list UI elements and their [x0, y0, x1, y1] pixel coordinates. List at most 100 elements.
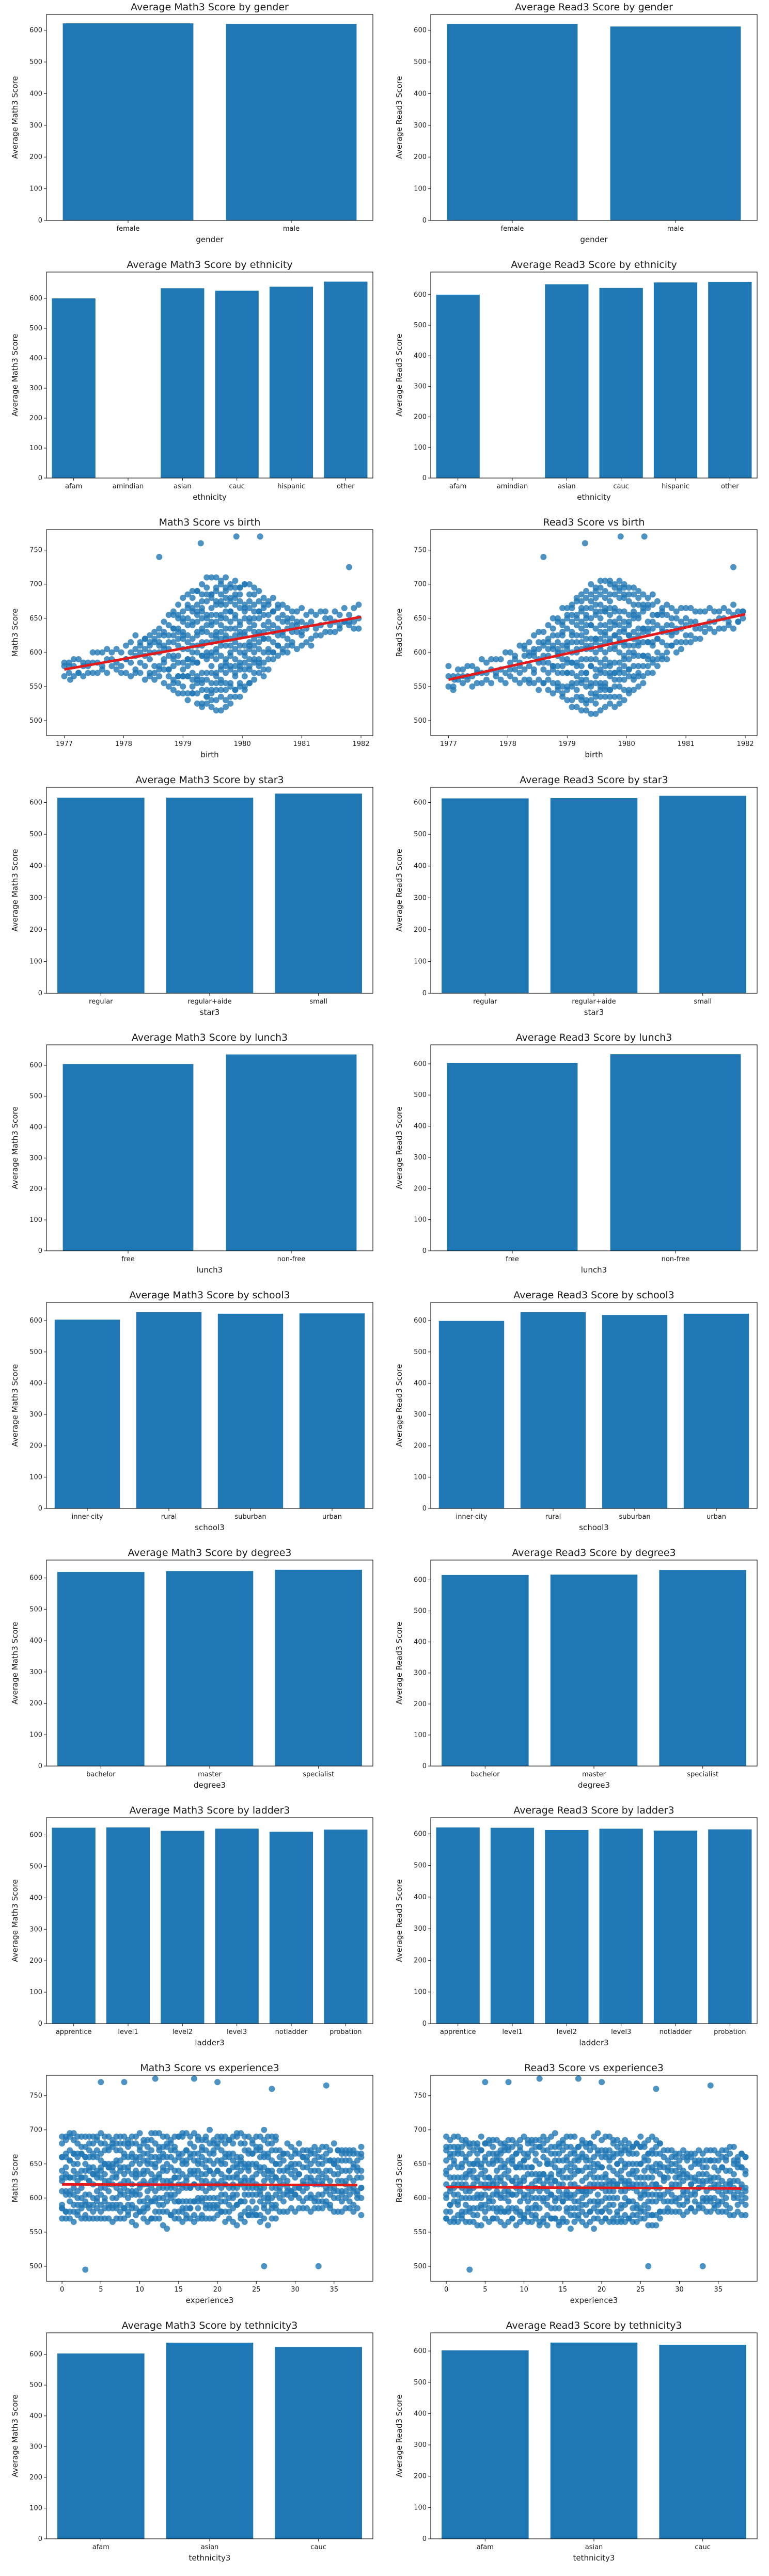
scatter-point	[184, 639, 191, 645]
bar	[161, 1831, 205, 2024]
scatter-point	[505, 2079, 512, 2086]
x-tick-label: female	[501, 225, 524, 233]
scatter-point	[625, 642, 632, 649]
scatter-point	[227, 581, 234, 587]
scatter-point	[194, 649, 200, 656]
x-tick-label: level3	[227, 2028, 247, 2036]
y-tick-label: 300	[414, 1411, 427, 1419]
x-axis-label: experience3	[186, 2296, 234, 2305]
y-tick-label: 200	[414, 1957, 427, 1964]
y-tick-label: 300	[414, 383, 427, 390]
y-axis-label: Average Math3 Score	[10, 1364, 20, 1446]
scatter-point	[607, 578, 614, 584]
y-tick-label: 100	[29, 444, 42, 452]
scatter-point	[213, 687, 219, 693]
scatter-point	[649, 612, 656, 618]
chart-svg: Average Math3 Score by star3 regular regul…	[10, 774, 373, 1017]
scatter-point	[227, 642, 234, 649]
scatter-point	[184, 622, 191, 628]
x-axis-label: school3	[195, 1523, 225, 1532]
scatter-point	[203, 670, 210, 676]
x-tick-label: cauc	[229, 483, 245, 490]
y-tick-label: 400	[414, 1379, 427, 1387]
x-tick-label: cauc	[613, 483, 629, 490]
scatter-point	[296, 2140, 303, 2147]
y-tick-label: 100	[414, 185, 427, 193]
scatter-point	[621, 625, 627, 632]
scatter-point	[602, 704, 608, 710]
y-tick-label: 400	[414, 1639, 427, 1646]
scatter-point	[223, 625, 229, 632]
scatter-point	[256, 646, 262, 653]
scatter-point	[592, 656, 599, 663]
scatter-point	[711, 629, 718, 635]
scatter-point	[161, 629, 167, 635]
y-tick-label: 400	[29, 90, 42, 98]
scatter-point	[217, 707, 224, 714]
scatter-point	[237, 598, 243, 605]
y-tick-label: 100	[414, 1216, 427, 1224]
bar	[226, 24, 357, 221]
scatter-point	[683, 639, 689, 645]
scatter-point	[128, 673, 134, 680]
x-tick-label: 25	[636, 2286, 645, 2294]
scatter-point	[237, 659, 243, 666]
scatter-point	[654, 635, 661, 642]
scatter-point	[241, 2198, 248, 2205]
x-tick-label: bachelor	[470, 1771, 500, 1778]
scatter-point	[332, 608, 338, 615]
scatter-point	[227, 693, 234, 700]
scatter-point	[260, 666, 267, 673]
scatter-point	[460, 666, 466, 673]
scatter-point	[521, 676, 528, 683]
y-tick-label: 550	[29, 683, 42, 691]
bar	[708, 1829, 752, 2024]
scatter-point	[550, 615, 556, 622]
y-tick-label: 500	[414, 1862, 427, 1870]
x-tick-label: rural	[545, 1513, 561, 1521]
scatter-point	[630, 673, 637, 680]
scatter-point	[256, 587, 262, 594]
scatter-point	[630, 584, 637, 591]
x-tick-label: amindian	[113, 483, 144, 490]
y-tick-label: 0	[38, 2535, 42, 2543]
y-tick-label: 300	[414, 1925, 427, 1933]
scatter-point	[607, 670, 614, 676]
scatter-point	[241, 601, 248, 608]
bar	[442, 2350, 529, 2539]
y-tick-label: 200	[414, 1442, 427, 1450]
scatter-point	[621, 591, 627, 598]
scatter-point	[564, 625, 571, 632]
scatter-point	[597, 615, 604, 622]
scatter-point	[697, 625, 703, 632]
scatter-point	[355, 625, 362, 632]
scatter-point	[284, 615, 291, 622]
y-tick-label: 0	[422, 217, 427, 225]
y-tick-label: 600	[29, 2351, 42, 2359]
scatter-point	[635, 653, 642, 659]
scatter-point	[445, 663, 452, 670]
scatter-point	[213, 598, 219, 605]
scatter-point	[296, 2171, 303, 2177]
scatter-point	[75, 670, 82, 676]
scatter-point	[270, 639, 276, 645]
y-tick-label: 300	[29, 2443, 42, 2451]
scatter-point	[559, 618, 566, 625]
scatter-point	[521, 653, 528, 659]
scatter-point	[470, 2167, 477, 2174]
x-tick-label: 1977	[56, 740, 73, 748]
scatter-point	[213, 680, 219, 687]
scatter-point	[132, 646, 139, 653]
scatter-point	[742, 2202, 749, 2208]
scatter-point	[165, 612, 172, 618]
scatter-point	[251, 670, 258, 676]
plot-frame	[46, 1302, 373, 1509]
scatter-point	[653, 2222, 660, 2229]
y-axis-label: Average Read3 Score	[395, 1106, 404, 1189]
scatter-point	[559, 663, 566, 670]
y-tick-label: 400	[414, 863, 427, 870]
scatter-point	[246, 615, 253, 622]
scatter-point	[99, 649, 106, 656]
scatter-point	[592, 690, 599, 697]
scatter-point	[692, 618, 699, 625]
